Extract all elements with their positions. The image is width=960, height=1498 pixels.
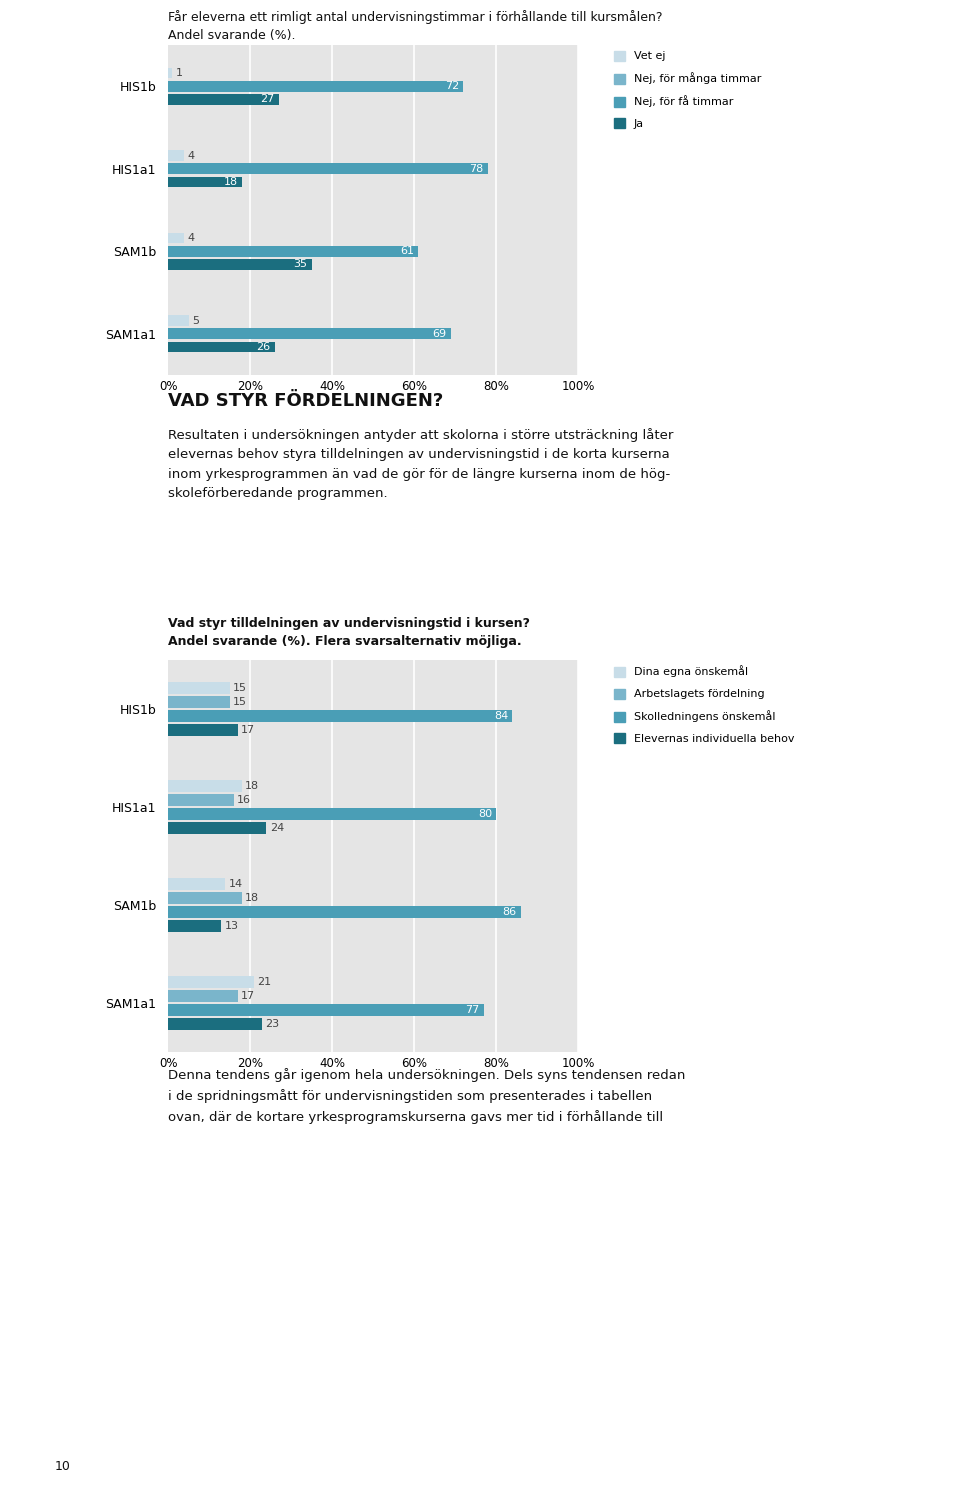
Text: 86: 86	[502, 908, 516, 917]
Text: Denna tendens går igenom hela undersökningen. Dels syns tendensen redan
i de spr: Denna tendens går igenom hela undersökni…	[168, 1068, 685, 1124]
Text: 14: 14	[228, 879, 243, 888]
Bar	[168, 906, 520, 918]
Bar	[168, 891, 242, 903]
Bar	[168, 1004, 484, 1016]
Text: 18: 18	[245, 780, 259, 791]
Bar	[168, 342, 275, 352]
Bar	[168, 315, 188, 327]
Text: VAD STYR FÖRDELNINGEN?: VAD STYR FÖRDELNINGEN?	[168, 392, 444, 410]
Text: Resultaten i undersökningen antyder att skolorna i större utsträckning låter
ele: Resultaten i undersökningen antyder att …	[168, 428, 673, 500]
Bar	[168, 710, 513, 722]
Text: 15: 15	[232, 697, 247, 707]
Bar	[168, 809, 496, 819]
Bar	[168, 150, 184, 160]
Text: 17: 17	[241, 990, 255, 1001]
Text: 78: 78	[469, 163, 484, 174]
Bar	[168, 990, 238, 1002]
Text: 4: 4	[188, 151, 195, 160]
Bar	[168, 1019, 262, 1031]
Text: 27: 27	[260, 94, 275, 105]
Bar	[168, 94, 278, 105]
Text: 21: 21	[257, 977, 272, 987]
Bar	[168, 163, 488, 174]
Bar	[168, 259, 311, 270]
Bar	[168, 81, 463, 91]
Text: 18: 18	[245, 893, 259, 903]
Bar	[168, 725, 238, 736]
Text: 17: 17	[241, 725, 255, 736]
Bar	[168, 328, 451, 339]
Text: 72: 72	[444, 81, 459, 91]
Text: 1: 1	[176, 67, 182, 78]
Text: 35: 35	[294, 259, 307, 270]
Bar	[168, 920, 222, 932]
Bar	[168, 67, 172, 78]
Bar	[168, 246, 419, 256]
Text: 80: 80	[478, 809, 492, 819]
Bar	[168, 177, 242, 187]
Text: 13: 13	[225, 921, 239, 932]
Text: Får eleverna ett rimligt antal undervisningstimmar i förhållande till kursmålen?: Får eleverna ett rimligt antal undervisn…	[168, 10, 662, 42]
Text: 5: 5	[192, 316, 199, 325]
Legend: Vet ej, Nej, för många timmar, Nej, för få timmar, Ja: Vet ej, Nej, för många timmar, Nej, för …	[613, 51, 761, 129]
Text: 26: 26	[256, 342, 271, 352]
Bar	[168, 822, 266, 834]
Text: 18: 18	[224, 177, 238, 187]
Text: 15: 15	[232, 683, 247, 692]
Text: 84: 84	[494, 712, 508, 721]
Text: 16: 16	[237, 795, 251, 804]
Bar	[168, 975, 254, 987]
Legend: Dina egna önskemål, Arbetslagets fördelning, Skolledningens önskemål, Elevernas : Dina egna önskemål, Arbetslagets fördeln…	[613, 665, 794, 745]
Bar	[168, 794, 233, 806]
Text: Vad styr tilldelningen av undervisningstid i kursen?
Andel svarande (%). Flera s: Vad styr tilldelningen av undervisningst…	[168, 617, 530, 649]
Bar	[168, 682, 229, 694]
Bar	[168, 232, 184, 243]
Text: 77: 77	[466, 1005, 480, 1016]
Text: 10: 10	[55, 1461, 71, 1473]
Bar	[168, 697, 229, 707]
Text: 4: 4	[188, 234, 195, 243]
Text: 61: 61	[400, 246, 414, 256]
Bar	[168, 780, 242, 791]
Text: 23: 23	[266, 1019, 279, 1029]
Bar	[168, 878, 226, 890]
Text: 69: 69	[433, 328, 446, 339]
Text: 24: 24	[270, 824, 284, 833]
